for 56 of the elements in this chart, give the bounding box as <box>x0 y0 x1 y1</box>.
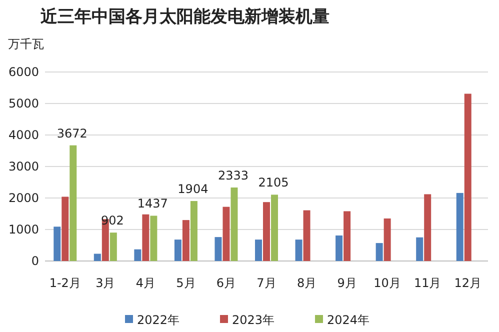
bar <box>110 232 117 261</box>
bar <box>263 202 270 261</box>
bar <box>54 226 61 261</box>
bar <box>456 192 464 261</box>
bar <box>464 94 472 261</box>
x-tick-label: 1-2月 <box>49 276 81 290</box>
legend-label: 2022年 <box>137 313 180 327</box>
x-tick-label: 7月 <box>256 276 276 290</box>
y-tick-label: 3000 <box>8 160 39 174</box>
x-tick-label: 8月 <box>296 276 317 290</box>
bar <box>376 243 383 261</box>
y-tick-label: 1000 <box>8 222 39 236</box>
y-tick-label: 0 <box>31 254 39 268</box>
bar <box>336 235 343 261</box>
y-tick-label: 4000 <box>8 128 39 142</box>
x-tick-label: 3月 <box>96 276 116 290</box>
y-tick-label: 5000 <box>8 96 39 110</box>
bar <box>271 194 278 261</box>
bar <box>190 201 198 261</box>
data-label: 1437 <box>137 196 168 211</box>
bar <box>344 211 351 261</box>
bar <box>416 237 424 261</box>
bar <box>214 237 222 261</box>
bar <box>295 240 302 261</box>
bar <box>70 145 77 261</box>
x-tick-label: 5月 <box>176 276 196 290</box>
bar <box>222 206 230 261</box>
ylabel: 万千瓦 <box>8 37 44 51</box>
bar <box>182 220 190 261</box>
x-tick-label: 11月 <box>414 276 442 290</box>
data-label: 1904 <box>178 182 208 196</box>
x-tick-label: 9月 <box>337 276 357 290</box>
bar <box>134 249 142 261</box>
bar <box>174 240 182 261</box>
bar <box>303 210 310 261</box>
data-label: 902 <box>100 214 124 228</box>
legend-label: 2023年 <box>232 313 275 327</box>
y-tick-label: 6000 <box>8 65 39 79</box>
x-tick-label: 10月 <box>374 276 401 290</box>
data-label: 3672 <box>56 126 88 140</box>
bar <box>230 188 238 261</box>
title: 近三年中国各月太阳能发电新增装机量 <box>40 7 330 27</box>
bar <box>255 240 262 261</box>
bar <box>384 218 391 261</box>
x-tick-label: 4月 <box>136 276 156 290</box>
data-label: 2333 <box>218 168 248 183</box>
y-tick-label: 2000 <box>8 191 39 205</box>
bar <box>94 254 101 261</box>
bar <box>424 194 432 261</box>
bar <box>142 214 150 261</box>
x-tick-label: 6月 <box>216 276 236 290</box>
bar <box>150 216 158 261</box>
bar <box>62 196 69 261</box>
x-tick-label: 12月 <box>454 276 482 290</box>
data-label: 2105 <box>258 176 289 190</box>
legend-label: 2024年 <box>327 313 370 327</box>
